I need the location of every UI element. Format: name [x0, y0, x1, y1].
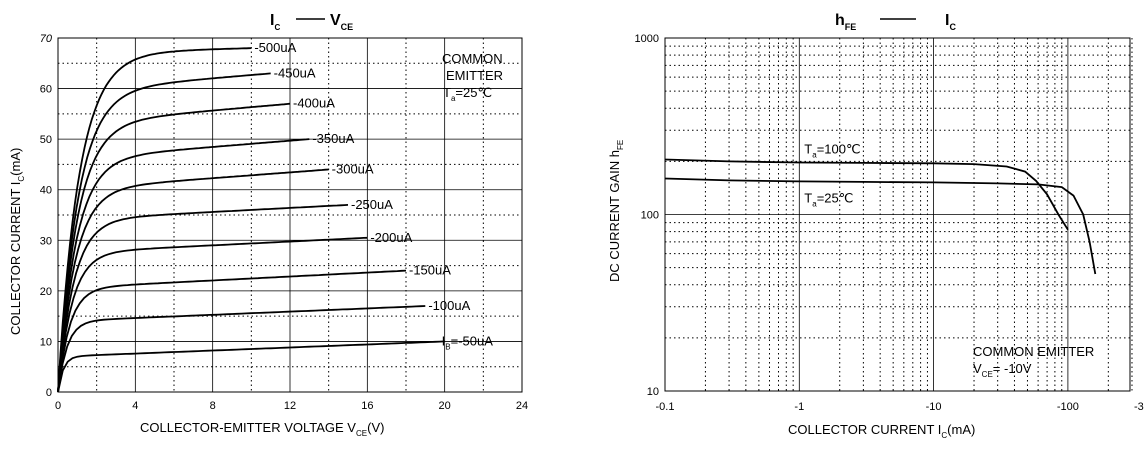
annotation-ta: Ta=25℃ — [443, 85, 492, 103]
right-y-axis-label: DC CURRENT GAIN hFE — [607, 140, 625, 282]
y-tick-label: 10 — [647, 386, 659, 398]
x-tick-label: 8 — [210, 400, 216, 412]
annotation-emitter: EMITTER — [446, 68, 503, 83]
series-label: -350uA — [312, 131, 354, 146]
left-series — [57, 47, 445, 393]
series-label: Ta=100℃ — [804, 142, 860, 160]
y-tick-label: 20 — [40, 286, 52, 298]
plot-frame — [57, 37, 523, 393]
right-x-axis-label: COLLECTOR CURRENT IC(mA) — [788, 422, 975, 440]
annotation-vce: VCE= -10V — [973, 361, 1032, 379]
right-grid — [664, 37, 1133, 392]
y-tick-label: 30 — [40, 235, 52, 247]
ic-curve — [57, 236, 368, 393]
annotation-common: COMMON — [442, 51, 503, 66]
series-label: -150uA — [409, 263, 451, 278]
series-label: -450uA — [274, 65, 316, 80]
x-tick-label: -0.1 — [656, 401, 675, 413]
hfe-ic-chart: hFE IC -0.1 -1 -10 -100 -300 10 100 1000 Ta=100… — [607, 12, 1144, 440]
x-tick-label: 20 — [439, 400, 451, 412]
left-chart-title: IC — [270, 12, 280, 32]
series-label: IB=-50uA — [442, 333, 494, 351]
right-annotation: COMMON EMITTER VCE= -10V — [973, 344, 1094, 379]
hfe-curve — [664, 177, 1097, 275]
y-tick-label: 60 — [40, 84, 52, 96]
x-tick-label: -300 — [1134, 401, 1144, 413]
y-tick-label: 100 — [641, 210, 659, 222]
series-label: -300uA — [332, 161, 374, 176]
left-grid — [57, 37, 523, 393]
y-tick-label: 0 — [46, 387, 52, 399]
x-tick-label: 16 — [361, 400, 373, 412]
y-tick-label: 10 — [40, 336, 52, 348]
ic-curve — [57, 340, 445, 393]
left-chart-title-b: VCE — [330, 12, 353, 32]
right-chart-title: hFE — [835, 12, 856, 32]
series-label: -400uA — [293, 96, 335, 111]
x-tick-label: 24 — [516, 400, 528, 412]
left-x-axis-label: COLLECTOR-EMITTER VOLTAGE VCE(V) — [140, 420, 384, 438]
series-label: -100uA — [428, 298, 470, 313]
y-tick-label: 50 — [40, 134, 52, 146]
ic-curve — [57, 305, 426, 393]
x-tick-label: -10 — [926, 401, 942, 413]
ic-curve — [57, 72, 271, 393]
y-tick-label: 1000 — [635, 33, 659, 45]
x-tick-label: 0 — [55, 400, 61, 412]
x-tick-label: -1 — [794, 401, 804, 413]
ic-curve — [57, 168, 329, 393]
series-label: -250uA — [351, 197, 393, 212]
y-tick-label: 40 — [40, 185, 52, 197]
x-tick-label: 4 — [132, 400, 138, 412]
right-chart-title-b: IC — [945, 12, 956, 32]
ic-curve — [57, 47, 252, 393]
left-annotation: COMMON EMITTER Ta=25℃ — [442, 51, 503, 103]
left-series-labels: -500uA -450uA -400uA -350uA -300uA -250uA -200… — [254, 40, 493, 351]
ic-curve — [57, 204, 349, 393]
ic-curve — [57, 102, 291, 393]
right-series-labels: Ta=100℃ Ta=25℃ — [804, 142, 860, 209]
series-label: -500uA — [254, 40, 296, 55]
plot-frame — [664, 37, 1131, 392]
ic-vce-chart: IC VCE 0 4 8 12 16 20 24 0 10 20 30 40 50 60 70 -500uA… — [8, 12, 528, 438]
series-label: Ta=25℃ — [804, 190, 853, 208]
right-tick-labels: -0.1 -1 -10 -100 -300 10 100 1000 — [635, 33, 1144, 413]
left-tick-labels: 0 4 8 12 16 20 24 0 10 20 30 40 50 60 70 — [40, 33, 528, 412]
series-label: -200uA — [370, 230, 412, 245]
right-series — [664, 158, 1097, 275]
y-tick-label: 70 — [40, 33, 53, 45]
ic-curve — [57, 138, 310, 393]
ic-curve — [57, 269, 407, 393]
annotation-common-emitter: COMMON EMITTER — [973, 344, 1094, 359]
hfe-curve — [664, 158, 1069, 231]
left-y-axis-label: COLLECTOR CURRENT IC(mA) — [8, 148, 26, 335]
x-tick-label: 12 — [284, 400, 296, 412]
x-tick-label: -100 — [1057, 401, 1079, 413]
